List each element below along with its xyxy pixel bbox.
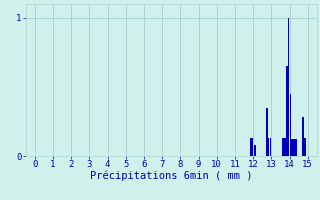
- Bar: [292, 139, 293, 156]
- Bar: [250, 138, 251, 156]
- Bar: [269, 138, 271, 156]
- X-axis label: Précipitations 6min ( mm ): Précipitations 6min ( mm ): [90, 171, 252, 181]
- Bar: [266, 108, 268, 156]
- Bar: [290, 94, 291, 156]
- Bar: [282, 138, 284, 156]
- Bar: [254, 145, 256, 156]
- Bar: [302, 117, 304, 156]
- Bar: [304, 138, 306, 156]
- Bar: [288, 18, 289, 156]
- Bar: [286, 66, 288, 156]
- Bar: [284, 138, 286, 156]
- Bar: [293, 139, 295, 156]
- Bar: [252, 138, 253, 156]
- Bar: [268, 138, 269, 156]
- Bar: [295, 139, 297, 156]
